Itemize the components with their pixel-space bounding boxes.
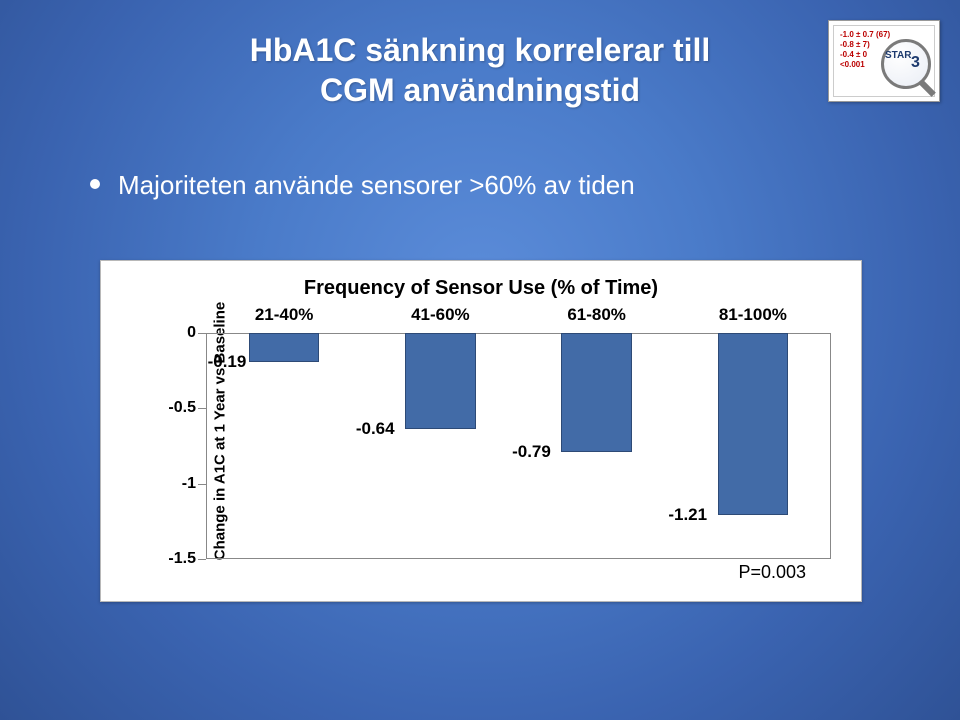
bar-value-label: -1.21	[668, 505, 707, 525]
bar	[561, 333, 631, 452]
thumb-num: 3	[911, 54, 920, 72]
bar-value-label: -0.64	[356, 419, 395, 439]
plot-frame-right	[830, 333, 831, 559]
category-label: 81-100%	[719, 305, 787, 325]
thumb-line: -0.8 ± 7)	[840, 40, 870, 49]
y-tick-label: -1.5	[156, 550, 196, 568]
title-line-1: HbA1C sänkning korrelerar till	[250, 32, 711, 68]
category-label: 21-40%	[255, 305, 314, 325]
y-tick	[198, 559, 206, 560]
bullet-text: Majoriteten använde sensorer >60% av tid…	[118, 170, 635, 200]
category-label: 61-80%	[567, 305, 626, 325]
p-value: P=0.003	[738, 562, 806, 583]
magnifier-icon: STAR 3	[881, 39, 937, 95]
bullet-item: Majoriteten använde sensorer >60% av tid…	[90, 170, 635, 201]
bar-value-label: -0.19	[208, 352, 247, 372]
y-tick-label: 0	[156, 324, 196, 342]
bar-value-label: -0.79	[512, 442, 551, 462]
title-line-2: CGM användningstid	[320, 72, 640, 108]
category-label: 41-60%	[411, 305, 470, 325]
y-tick-label: -1	[156, 475, 196, 493]
plot-area: 0-0.5-1-1.521-40%-0.1941-60%-0.6461-80%-…	[206, 333, 831, 559]
star3-thumbnail: -1.0 ± 0.7 (67) -0.8 ± 7) -0.4 ± 0 <0.00…	[828, 20, 940, 102]
y-tick	[198, 333, 206, 334]
page-title: HbA1C sänkning korrelerar till CGM använ…	[0, 30, 960, 110]
bar	[718, 333, 788, 515]
y-tick-label: -0.5	[156, 399, 196, 417]
thumb-line: -1.0 ± 0.7 (67)	[840, 30, 890, 39]
thumb-brand: STAR	[885, 50, 911, 61]
chart-title: Frequency of Sensor Use (% of Time)	[101, 277, 861, 300]
sensor-use-chart: Frequency of Sensor Use (% of Time) Chan…	[100, 260, 862, 602]
bar	[249, 333, 319, 362]
y-tick	[198, 484, 206, 485]
bar	[405, 333, 475, 429]
thumb-line: -0.4 ± 0	[840, 50, 867, 59]
plot-frame-bottom	[206, 558, 831, 559]
bullet-dot-icon	[90, 179, 100, 189]
thumb-line: <0.001	[840, 60, 865, 69]
y-tick	[198, 408, 206, 409]
